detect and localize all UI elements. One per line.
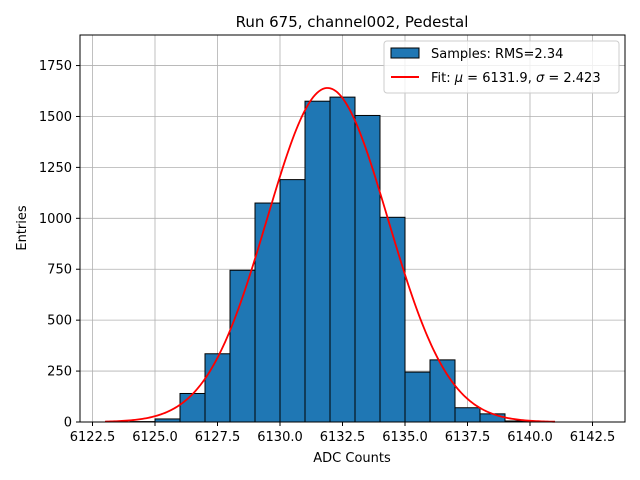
chart-title: Run 675, channel002, Pedestal [236,13,469,31]
legend: Samples: RMS=2.34 Fit: μ = 6131.9, σ = 2… [383,40,620,94]
fit-curve-layer [104,87,556,423]
x-axis-ticks: 6122.5 6125.0 6127.5 6130.0 6132.5 6135.0 6137… [70,422,616,445]
x-tick-label: 6132.5 [320,430,366,445]
y-tick-label: 1250 [39,161,72,176]
y-axis-ticks: 0 250 500 750 1000 1250 1500 1750 [39,59,80,431]
legend-fit-label: Fit: μ = 6131.9, σ = 2.423 [431,71,601,86]
x-tick-label: 6137.5 [445,430,491,445]
y-tick-label: 0 [64,416,72,431]
histogram-bar [304,100,331,423]
x-tick-label: 6140.0 [507,430,553,445]
y-tick-label: 500 [47,314,72,329]
histogram-bar [429,359,456,423]
x-tick-label: 6125.0 [132,430,178,445]
y-tick-label: 750 [47,263,72,278]
histogram-bar [279,179,306,423]
y-tick-label: 250 [47,365,72,380]
histogram-bar [254,202,281,423]
plot-frame [79,34,626,423]
histogram-bar [229,269,256,423]
x-tick-label: 6122.5 [70,430,116,445]
x-tick-label: 6142.5 [570,430,616,445]
y-axis-label: Entries [15,205,30,251]
histogram-bar [179,392,206,423]
histogram-bar [354,114,381,423]
histogram-bars [129,96,531,423]
y-tick-label: 1000 [39,212,72,227]
histogram-bar [404,371,431,423]
x-tick-label: 6130.0 [257,430,303,445]
fit-curve [104,87,556,423]
y-tick-label: 1750 [39,59,72,74]
histogram-bar [454,407,481,423]
legend-histogram-label: Samples: RMS=2.34 [431,47,563,62]
x-tick-label: 6127.5 [195,430,241,445]
x-tick-label: 6135.0 [382,430,428,445]
histogram-bar [379,216,406,423]
histogram-bar [329,96,356,423]
legend-box [383,40,620,94]
y-tick-label: 1500 [39,110,72,125]
x-axis-label: ADC Counts [313,451,391,466]
histogram-bar [479,413,506,423]
histogram-bar [204,353,231,423]
legend-histogram-swatch [390,47,420,59]
